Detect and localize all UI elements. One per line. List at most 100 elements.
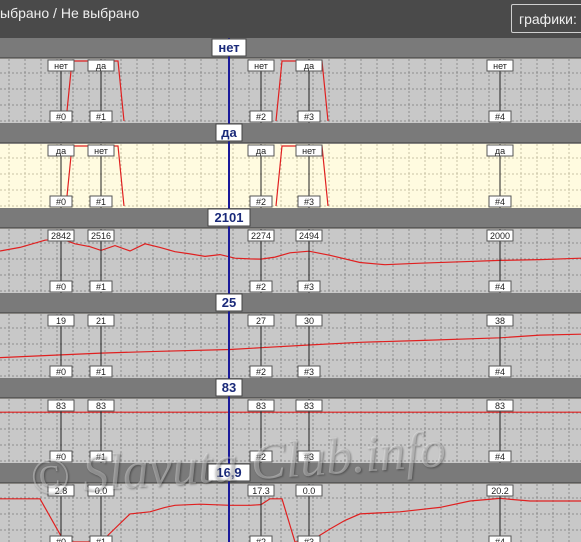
marker-index-label: #1 <box>96 197 106 207</box>
marker-value-label: да <box>56 146 66 156</box>
marker-index-box <box>49 195 73 208</box>
marker-index-label: #3 <box>304 282 314 292</box>
cursor-value-label: 83 <box>222 380 236 395</box>
marker-index-label: #4 <box>495 367 505 377</box>
marker-index-label: #1 <box>96 282 106 292</box>
marker-value-label: 83 <box>96 401 106 411</box>
marker-index-label: #1 <box>96 452 106 462</box>
graph-panel: нет #0 да #1 нет #2 да #3 нет #4 нет <box>0 38 581 123</box>
panel-header-bar <box>0 378 581 398</box>
marker-index-label: #2 <box>256 197 266 207</box>
graph-panel: 83 #0 83 #1 83 #2 83 #3 83 #4 83 <box>0 378 581 463</box>
cursor-value-box <box>215 123 243 142</box>
marker-value-box <box>247 314 275 327</box>
marker-index-label: #4 <box>495 282 505 292</box>
marker-value-label: 0.0 <box>303 486 316 496</box>
marker-value-box <box>247 59 275 72</box>
graphs-button[interactable]: графики: <box>511 4 581 33</box>
marker-index-box <box>49 365 73 378</box>
marker-value-label: 27 <box>256 316 266 326</box>
marker-value-box <box>295 144 323 157</box>
panel-header-bar <box>0 38 581 58</box>
cursor-value-box <box>211 38 247 57</box>
marker-index-box <box>89 110 113 123</box>
marker-index-box <box>249 280 273 293</box>
cursor-value-label: да <box>221 125 237 140</box>
cursor-value-label: 16,9 <box>216 465 241 480</box>
marker-index-label: #0 <box>56 537 66 542</box>
cursor-value-label: 2101 <box>215 210 244 225</box>
marker-value-box <box>47 144 75 157</box>
marker-index-label: #2 <box>256 112 266 122</box>
marker-index-box <box>249 365 273 378</box>
marker-index-label: #2 <box>256 367 266 377</box>
marker-index-label: #3 <box>304 452 314 462</box>
signal-trace <box>0 333 581 359</box>
marker-value-label: 2000 <box>490 231 510 241</box>
marker-value-label: 83 <box>56 401 66 411</box>
marker-index-label: #1 <box>96 112 106 122</box>
marker-value-label: 2516 <box>91 231 111 241</box>
signal-trace <box>0 497 581 542</box>
panel-header-bar <box>0 208 581 228</box>
marker-value-box <box>47 314 75 327</box>
marker-value-box <box>247 399 275 412</box>
marker-value-box <box>47 59 75 72</box>
marker-index-label: #3 <box>304 367 314 377</box>
marker-value-label: нет <box>493 61 507 71</box>
marker-index-label: #3 <box>304 537 314 542</box>
marker-value-label: 0.0 <box>95 486 108 496</box>
marker-value-label: 30 <box>304 316 314 326</box>
marker-value-label: нет <box>302 146 316 156</box>
marker-value-label: 2274 <box>251 231 271 241</box>
marker-index-label: #1 <box>96 537 106 542</box>
marker-value-box <box>486 144 514 157</box>
marker-index-box <box>49 280 73 293</box>
cursor-value-box <box>215 378 243 397</box>
marker-index-label: #3 <box>304 112 314 122</box>
graphs-area: нет#0да#1нет#2да#3нет#4нетда#0нет#1да#2н… <box>0 38 581 542</box>
marker-index-box <box>488 110 512 123</box>
marker-value-label: да <box>96 61 106 71</box>
marker-index-box <box>89 365 113 378</box>
marker-value-box <box>247 144 275 157</box>
marker-value-label: 83 <box>256 401 266 411</box>
marker-index-label: #0 <box>56 112 66 122</box>
marker-value-label: 83 <box>495 401 505 411</box>
marker-value-box <box>87 484 115 497</box>
marker-value-box <box>47 399 75 412</box>
marker-index-label: #4 <box>495 537 505 542</box>
cursor-value-box <box>207 208 251 227</box>
marker-index-label: #2 <box>256 452 266 462</box>
marker-index-label: #0 <box>56 452 66 462</box>
marker-value-label: да <box>304 61 314 71</box>
marker-index-box <box>89 195 113 208</box>
marker-value-label: нет <box>254 61 268 71</box>
cursor-value-label: нет <box>218 40 239 55</box>
marker-index-label: #4 <box>495 452 505 462</box>
marker-value-label: нет <box>54 61 68 71</box>
marker-value-label: 83 <box>304 401 314 411</box>
marker-index-box <box>297 450 321 463</box>
marker-value-box <box>87 399 115 412</box>
marker-value-label: да <box>495 146 505 156</box>
marker-value-box <box>295 59 323 72</box>
graph-panel: 2842 #0 2516 #1 2274 #2 2494 #3 2000 #4 2101 <box>0 208 581 293</box>
graph-panel: 19 #0 21 #1 27 #2 30 #3 38 #4 25 <box>0 293 581 378</box>
marker-value-box <box>47 484 75 497</box>
marker-value-label: 2842 <box>51 231 71 241</box>
marker-index-box <box>488 195 512 208</box>
marker-value-label: 38 <box>495 316 505 326</box>
marker-value-box <box>247 484 275 497</box>
marker-index-box <box>249 450 273 463</box>
marker-value-box <box>486 399 514 412</box>
cursor-value-box <box>215 293 243 312</box>
marker-value-box <box>87 314 115 327</box>
marker-index-label: #1 <box>96 367 106 377</box>
marker-value-box <box>295 399 323 412</box>
marker-index-box <box>488 280 512 293</box>
marker-index-box <box>49 450 73 463</box>
marker-index-label: #4 <box>495 197 505 207</box>
signal-trace <box>0 238 581 266</box>
marker-value-box <box>295 484 323 497</box>
